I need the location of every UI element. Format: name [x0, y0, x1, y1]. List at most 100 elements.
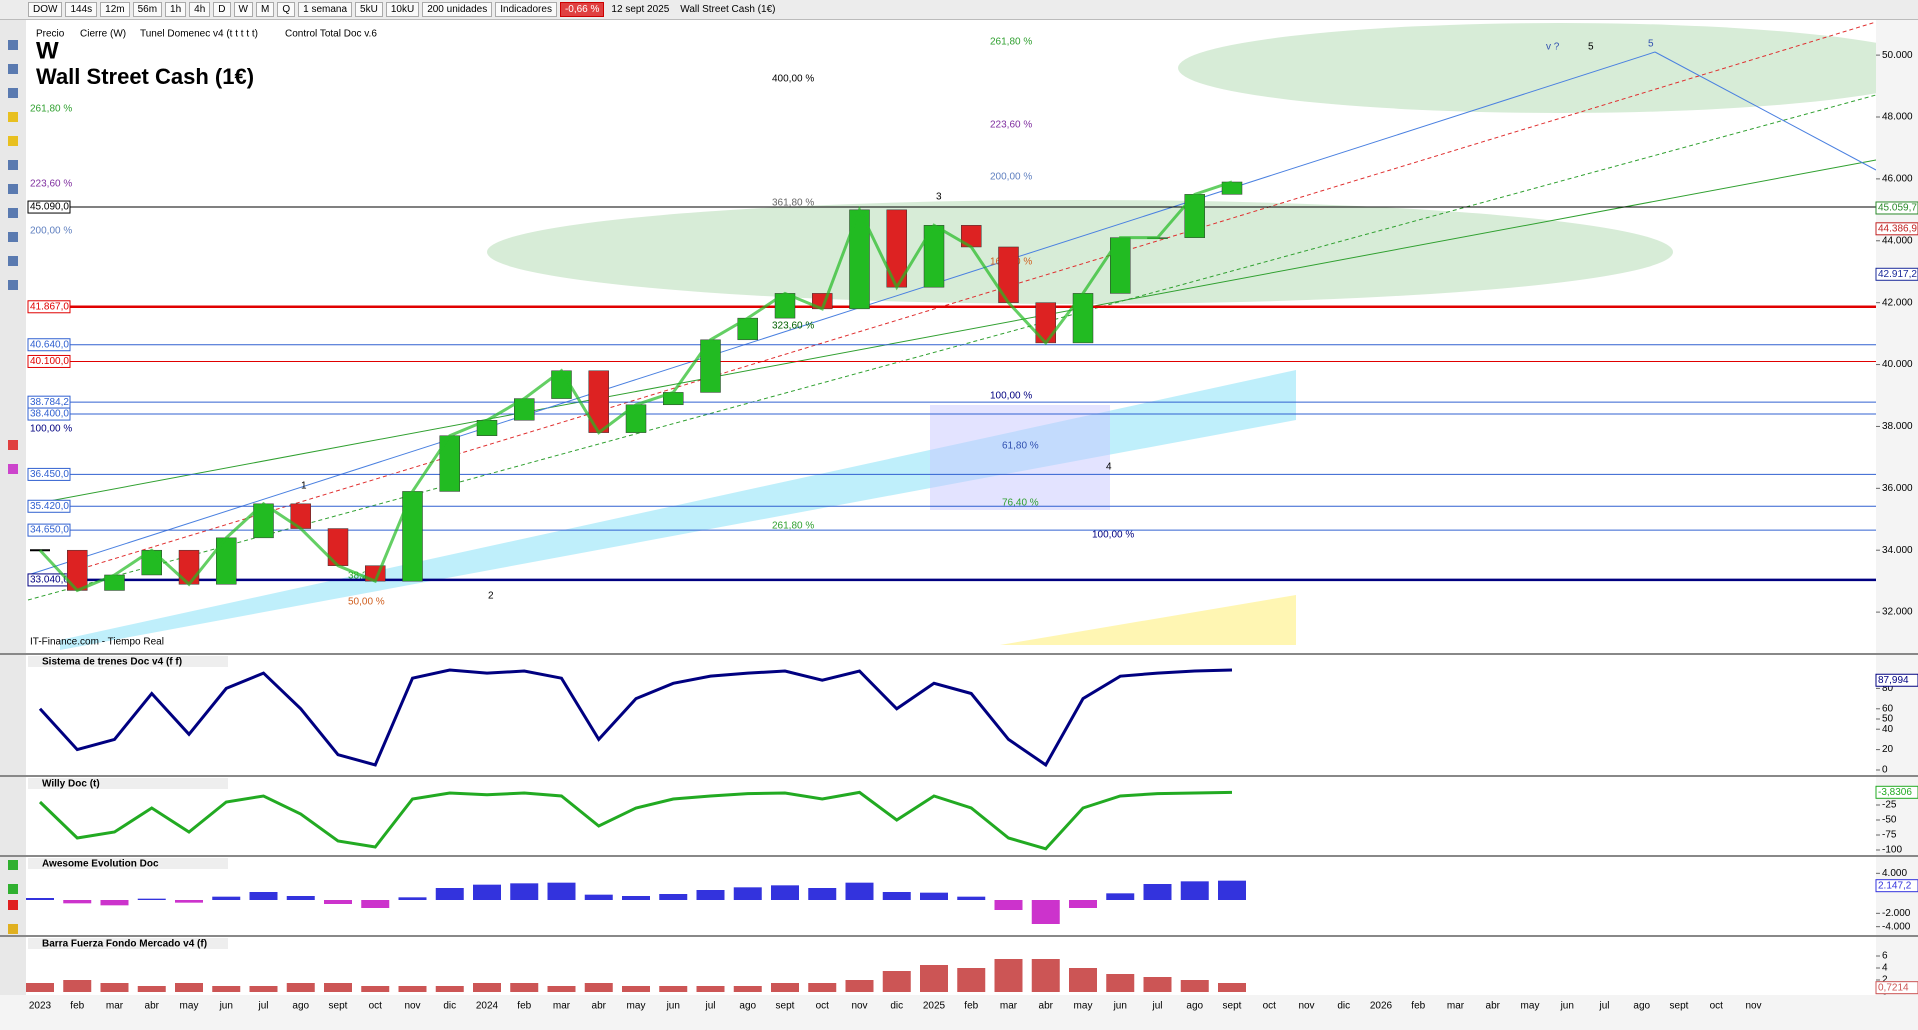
level-tag-bg [27, 354, 71, 368]
timeframe[interactable]: 56m [132, 2, 163, 17]
x-tick-label: abr [1486, 1001, 1501, 1012]
timeframe[interactable]: Q [277, 2, 296, 17]
panel-header [28, 938, 228, 949]
x-tick-label: ago [292, 1001, 309, 1012]
timeframe[interactable]: 144s [65, 2, 98, 17]
fib-label: 100,00 % [1092, 530, 1134, 541]
x-tick-label: sept [776, 1001, 795, 1012]
price-axis [1876, 20, 1918, 1030]
close-line [38, 180, 1233, 593]
indicator-bar [622, 986, 650, 992]
x-tick-label: jul [257, 1001, 268, 1012]
legend-item: Control Total Doc v.6 [285, 29, 377, 40]
y-tick-label: -100 [1882, 845, 1902, 856]
indicator-bar [957, 968, 986, 992]
indicator-bar [361, 900, 390, 908]
indicator-bar [1143, 977, 1172, 992]
x-tick-label: abr [145, 1001, 160, 1012]
price-tag-bg [1875, 201, 1918, 215]
indicator-bar [771, 885, 799, 900]
wave-label: 2 [488, 591, 494, 602]
units[interactable]: 5kU [355, 2, 383, 17]
indicator-bar [212, 896, 241, 900]
level-tag: 45.090,0 [30, 202, 69, 213]
level-tag-bg [27, 407, 71, 421]
y-tick-label: 80 [1882, 683, 1894, 694]
y-tick-label: 20 [1882, 744, 1894, 755]
x-tick-label: mar [106, 1001, 124, 1012]
indicator-bar [994, 959, 1023, 992]
x-tick-label: jun [1560, 1001, 1574, 1012]
source: IT-Finance.com - Tiempo Real [30, 637, 164, 648]
level-tag-bg [27, 523, 71, 537]
y-tick-label: 40.000 [1882, 359, 1913, 370]
time-axis [0, 995, 1918, 1030]
indicator-bar [473, 884, 501, 900]
indicator-bar [175, 983, 203, 992]
fib-label: 261,80 % [772, 521, 814, 532]
legend-item: Precio [36, 29, 65, 40]
level-tag-bg [27, 338, 71, 352]
x-tick-label: feb [964, 1001, 978, 1012]
indicator-bar [733, 887, 762, 900]
y-tick-label: 34.000 [1882, 545, 1913, 556]
timeframe[interactable]: D [213, 2, 231, 17]
fib-label: 100,00 % [990, 391, 1032, 402]
date: 12 sept 2025 [611, 4, 670, 15]
x-tick-label: jun [1113, 1001, 1127, 1012]
indicator-bar [435, 986, 464, 992]
timeframe[interactable]: 1h [165, 2, 187, 17]
price-tag: 42.917,2 [1878, 269, 1917, 280]
timeframe[interactable]: 4h [189, 2, 211, 17]
indicator-bar [212, 986, 241, 992]
indicator-bar [808, 888, 837, 900]
price-tag-bg [1875, 267, 1918, 281]
indicator-bar [510, 983, 539, 992]
indicators[interactable]: Indicadores [495, 2, 557, 17]
x-tick-label: ago [739, 1001, 756, 1012]
units[interactable]: 10kU [385, 2, 420, 17]
price-tag: 45.059,7 [1878, 203, 1917, 214]
indicator-line [38, 668, 1233, 768]
x-tick-label: oct [816, 1001, 830, 1012]
price-tag: 44.386,9 [1878, 223, 1917, 234]
zone [487, 200, 1673, 304]
indicator-bar [286, 896, 315, 900]
wave-label: 3 [936, 192, 942, 203]
indicator-bar [100, 983, 129, 992]
legend-item: Tunel Domenec v4 (t t t t t) [140, 29, 258, 40]
indicator-bar [994, 900, 1023, 910]
indicator-bar [584, 983, 613, 992]
indicator-bar [286, 983, 315, 992]
toolbar: DOW 144s 12m 56m 1h 4h D W M Q 1 semana … [0, 0, 1918, 20]
price-tag-bg [1875, 222, 1918, 236]
units[interactable]: 200 unidades [422, 2, 493, 17]
level-tag: 41.867,0 [30, 301, 69, 312]
indicator-bar [1031, 900, 1060, 924]
symbol[interactable]: DOW [28, 2, 63, 17]
fib-tag: 100,00 % [30, 424, 72, 435]
y-tick-label: 50.000 [1882, 50, 1913, 61]
level-tag: 40.100,0 [30, 356, 69, 367]
wave-label: 1 [301, 481, 307, 492]
indicator-bar [696, 890, 725, 900]
period[interactable]: 1 semana [298, 2, 353, 17]
indicator-bar [1031, 959, 1060, 992]
wave-label: 4 [1106, 462, 1112, 473]
y-tick-label: 44.000 [1882, 235, 1913, 246]
fib-label: 323,60 % [772, 321, 814, 332]
channel [60, 370, 1296, 650]
x-tick-label: ago [1186, 1001, 1203, 1012]
indicator-bar [659, 986, 688, 992]
value-tag-bg [1875, 673, 1918, 687]
y-tick-label: 46.000 [1882, 174, 1913, 185]
level-tag-bg [27, 300, 71, 314]
panel-header [28, 778, 228, 789]
timeframe[interactable]: 12m [100, 2, 130, 17]
timeframe[interactable]: M [255, 2, 275, 17]
fib-label: 61,80 % [1002, 441, 1039, 452]
timeframe[interactable]: W [233, 2, 253, 17]
x-tick-label: may [627, 1001, 646, 1012]
